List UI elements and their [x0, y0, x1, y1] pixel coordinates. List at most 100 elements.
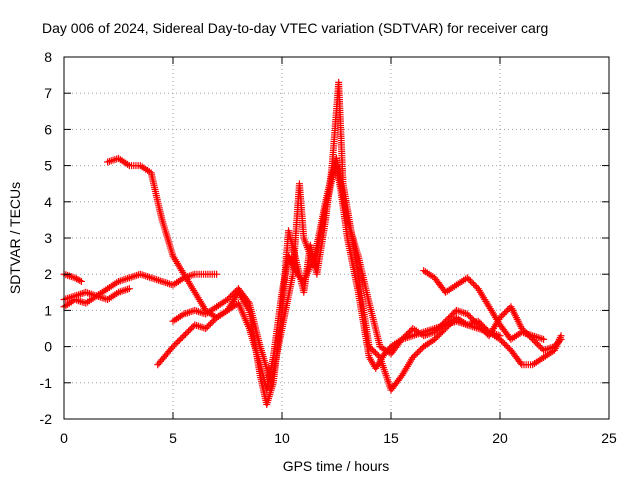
- y-tick-label: 2: [44, 266, 52, 282]
- data-point: [458, 308, 466, 316]
- data-point: [80, 299, 88, 307]
- data-point: [413, 349, 421, 357]
- data-point: [401, 332, 409, 340]
- data-point: [477, 324, 485, 332]
- data-point: [452, 306, 460, 314]
- data-point: [371, 349, 379, 357]
- data-point: [431, 328, 439, 336]
- data-marks: [60, 78, 565, 409]
- data-point: [191, 306, 199, 314]
- data-point: [124, 285, 132, 293]
- data-point: [496, 335, 504, 343]
- data-point: [147, 274, 155, 282]
- data-point: [125, 285, 133, 293]
- data-point: [557, 335, 565, 343]
- data-point: [498, 337, 506, 345]
- data-point: [501, 340, 509, 348]
- data-point: [158, 277, 166, 285]
- data-point: [502, 342, 510, 350]
- data-point: [186, 326, 194, 334]
- data-point: [206, 320, 214, 328]
- data-point: [62, 271, 70, 279]
- data-point: [540, 335, 548, 343]
- data-point: [85, 290, 93, 298]
- data-point: [75, 297, 83, 305]
- data-point: [480, 327, 488, 335]
- data-point: [410, 352, 418, 360]
- data-point: [140, 271, 148, 279]
- data-point: [196, 308, 204, 316]
- data-point: [502, 307, 510, 315]
- data-point: [109, 156, 117, 164]
- data-point: [499, 338, 507, 346]
- data-point: [446, 313, 454, 321]
- data-point: [435, 331, 443, 339]
- data-point: [445, 314, 453, 322]
- data-point: [463, 274, 471, 282]
- y-tick-label: 6: [44, 121, 52, 137]
- data-point: [434, 332, 442, 340]
- data-point: [174, 338, 182, 346]
- data-point: [133, 271, 141, 279]
- data-point: [368, 346, 376, 354]
- data-point: [171, 341, 179, 349]
- data-point: [188, 324, 196, 332]
- data-point: [244, 298, 252, 306]
- data-point: [440, 326, 448, 334]
- data-point: [556, 337, 564, 345]
- data-point: [105, 157, 113, 165]
- y-tick-label: -1: [40, 375, 53, 391]
- y-tick-label: 1: [44, 302, 52, 318]
- data-point: [129, 273, 137, 281]
- data-point: [194, 322, 202, 330]
- series-track-2: [60, 270, 85, 285]
- data-point: [193, 307, 201, 315]
- data-point: [84, 289, 92, 297]
- data-point: [151, 275, 159, 283]
- data-point: [466, 313, 474, 321]
- data-point: [409, 353, 417, 361]
- data-point: [468, 278, 476, 286]
- data-point: [113, 155, 121, 163]
- data-point: [227, 292, 235, 300]
- data-point: [365, 343, 373, 351]
- data-point: [449, 317, 457, 325]
- data-point: [499, 311, 507, 319]
- data-point: [64, 271, 72, 279]
- y-tick-label: -2: [40, 411, 53, 427]
- data-point: [194, 308, 202, 316]
- data-point: [82, 288, 90, 296]
- data-point: [449, 310, 457, 318]
- data-point: [448, 311, 456, 319]
- series-track-7: [420, 267, 548, 343]
- data-point: [456, 308, 464, 316]
- data-point: [373, 350, 381, 358]
- data-point: [124, 274, 132, 282]
- data-point: [65, 272, 73, 280]
- data-point: [470, 316, 478, 324]
- data-point: [145, 273, 153, 281]
- data-point: [131, 272, 139, 280]
- data-point: [149, 274, 157, 282]
- data-point: [104, 158, 112, 166]
- y-tick-label: 0: [44, 339, 52, 355]
- data-point: [448, 318, 456, 326]
- data-point: [138, 271, 146, 279]
- y-tick-label: 8: [44, 49, 52, 65]
- x-tick-label: 25: [601, 430, 617, 446]
- x-tick-label: 5: [169, 430, 177, 446]
- data-point: [225, 294, 233, 302]
- data-point: [432, 327, 440, 335]
- data-point: [375, 352, 383, 360]
- data-point: [465, 275, 473, 283]
- data-point: [431, 335, 439, 343]
- data-point: [437, 329, 445, 337]
- data-point: [180, 332, 188, 340]
- data-point: [370, 347, 378, 355]
- data-point: [209, 317, 217, 325]
- data-point: [181, 330, 189, 338]
- data-point: [434, 325, 442, 333]
- data-point: [466, 277, 474, 285]
- data-point: [154, 276, 162, 284]
- data-point: [76, 290, 84, 298]
